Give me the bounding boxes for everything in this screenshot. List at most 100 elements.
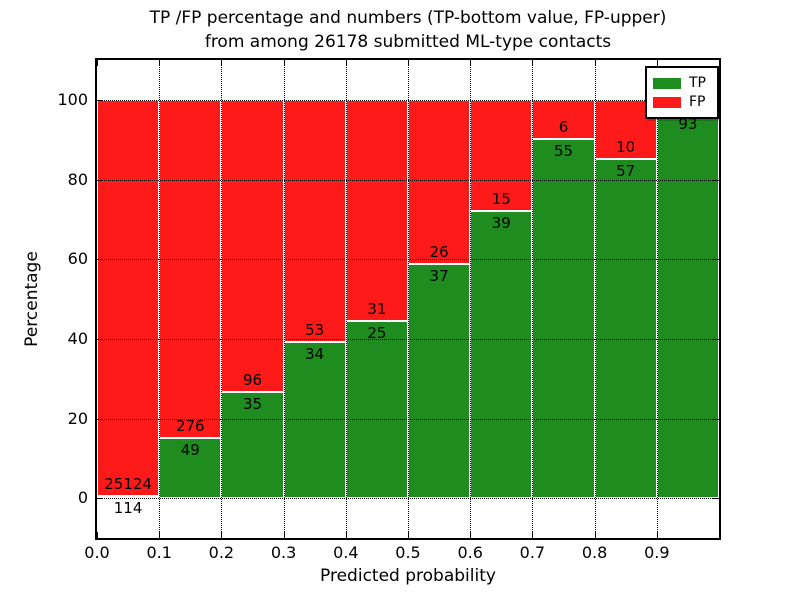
- y-tick: [97, 259, 103, 261]
- fp-bar-segment: [470, 99, 533, 211]
- x-tick: [470, 532, 472, 538]
- x-tick: [656, 60, 658, 66]
- fp-count-label: 10: [616, 138, 636, 157]
- tp-count-label: 34: [305, 345, 325, 364]
- fp-count-label: 6: [558, 117, 569, 136]
- tp-bar-segment: [656, 112, 719, 499]
- x-tick: [532, 532, 534, 538]
- tp-bar-segment: [594, 159, 657, 499]
- tp-legend-swatch: [653, 77, 681, 89]
- fp-bar-segment: [345, 99, 408, 321]
- y-tick-label: 20: [67, 408, 88, 428]
- gridline-vertical: [221, 60, 223, 538]
- x-tick: [656, 532, 658, 538]
- x-tick: [470, 60, 472, 66]
- legend-item-fp: FP: [653, 94, 711, 110]
- x-tick: [159, 532, 161, 538]
- tp-bar-segment: [532, 138, 595, 499]
- fp-count-label: 53: [305, 321, 325, 340]
- gridline-vertical: [656, 60, 658, 538]
- tp-bar-segment: [470, 210, 533, 499]
- x-tick: [345, 60, 347, 66]
- y-tick-label: 0: [77, 488, 88, 508]
- x-tick: [97, 60, 98, 66]
- gridline-vertical: [408, 60, 409, 538]
- gridline-vertical: [594, 60, 596, 538]
- fp-count-label: 25124: [104, 475, 152, 494]
- tp-count-label: 114: [113, 499, 143, 518]
- fp-count-label: 276: [175, 417, 205, 436]
- x-tick-label: 0.3: [270, 543, 297, 562]
- x-tick-label: 0.6: [457, 543, 483, 562]
- fp-count-label: 15: [491, 189, 511, 208]
- y-tick-label: 80: [67, 169, 88, 189]
- tp-bar-segment: [283, 342, 346, 499]
- x-tick: [408, 60, 409, 66]
- tp-count-label: 39: [491, 213, 511, 232]
- tp-bar-segment: [221, 391, 284, 499]
- x-tick: [719, 60, 720, 66]
- gridline-vertical: [283, 60, 285, 538]
- y-tick: [97, 99, 103, 101]
- chart-title-line2: from among 26178 submitted ML-type conta…: [204, 32, 612, 52]
- fp-bar-segment: [221, 99, 284, 392]
- tp-count-label: 35: [242, 394, 263, 413]
- x-tick: [408, 532, 409, 538]
- x-tick: [221, 532, 223, 538]
- tp-bar-segment: [345, 320, 408, 499]
- y-tick: [713, 259, 719, 261]
- x-tick: [283, 532, 285, 538]
- y-tick: [713, 498, 719, 500]
- plot-area: 25124 114 276 49 96 35 53 34 31 25 26 37 15 39 6 55 10 57…: [97, 60, 720, 538]
- gridline-vertical: [532, 60, 534, 538]
- legend-item-tp: TP: [653, 75, 711, 91]
- x-tick-label: 0.0: [84, 543, 110, 562]
- x-tick: [345, 532, 347, 538]
- x-tick: [719, 532, 720, 538]
- x-tick-label: 0.2: [208, 543, 235, 562]
- legend-label-tp: TP: [689, 75, 706, 91]
- fp-count-label: 26: [429, 243, 449, 262]
- x-tick: [532, 60, 534, 66]
- tp-bar-segment: [408, 264, 471, 499]
- chart-title-line1: TP /FP percentage and numbers (TP-bottom…: [149, 8, 667, 28]
- fp-legend-swatch: [653, 96, 681, 108]
- fp-bar-segment: [159, 99, 222, 438]
- x-tick-label: 0.1: [146, 543, 172, 562]
- y-tick: [713, 179, 719, 181]
- legend: TP FP: [645, 66, 719, 119]
- fp-count-label: 96: [242, 370, 263, 389]
- x-tick-label: 0.9: [644, 543, 670, 562]
- y-tick: [97, 418, 103, 420]
- gridline-vertical: [345, 60, 347, 538]
- x-tick-label: 0.7: [519, 543, 546, 562]
- tp-count-label: 93: [678, 115, 698, 134]
- y-tick-label: 40: [67, 328, 88, 348]
- x-tick: [159, 60, 161, 66]
- tp-count-label: 25: [367, 323, 387, 342]
- x-tick: [594, 60, 596, 66]
- y-tick: [97, 498, 103, 500]
- y-tick: [97, 338, 103, 340]
- tp-count-label: 37: [429, 267, 449, 286]
- x-tick: [97, 532, 98, 538]
- y-tick: [713, 418, 719, 420]
- gridline-vertical: [159, 60, 161, 538]
- x-tick-label: 0.5: [395, 543, 421, 562]
- tp-count-label: 57: [616, 162, 636, 181]
- fp-count-label: 31: [367, 299, 387, 318]
- tp-bar-segment: [97, 496, 160, 499]
- y-tick: [713, 338, 719, 340]
- y-tick-label: 100: [57, 89, 88, 109]
- x-tick-label: 0.8: [581, 543, 608, 562]
- x-tick-label: 0.4: [333, 543, 359, 562]
- fp-bar-segment: [97, 99, 160, 497]
- x-tick: [221, 60, 223, 66]
- tp-count-label: 49: [180, 441, 200, 460]
- fp-bar-segment: [408, 99, 471, 265]
- legend-label-fp: FP: [689, 94, 706, 110]
- x-tick: [283, 60, 285, 66]
- gridline-vertical: [470, 60, 472, 538]
- y-tick: [97, 179, 103, 181]
